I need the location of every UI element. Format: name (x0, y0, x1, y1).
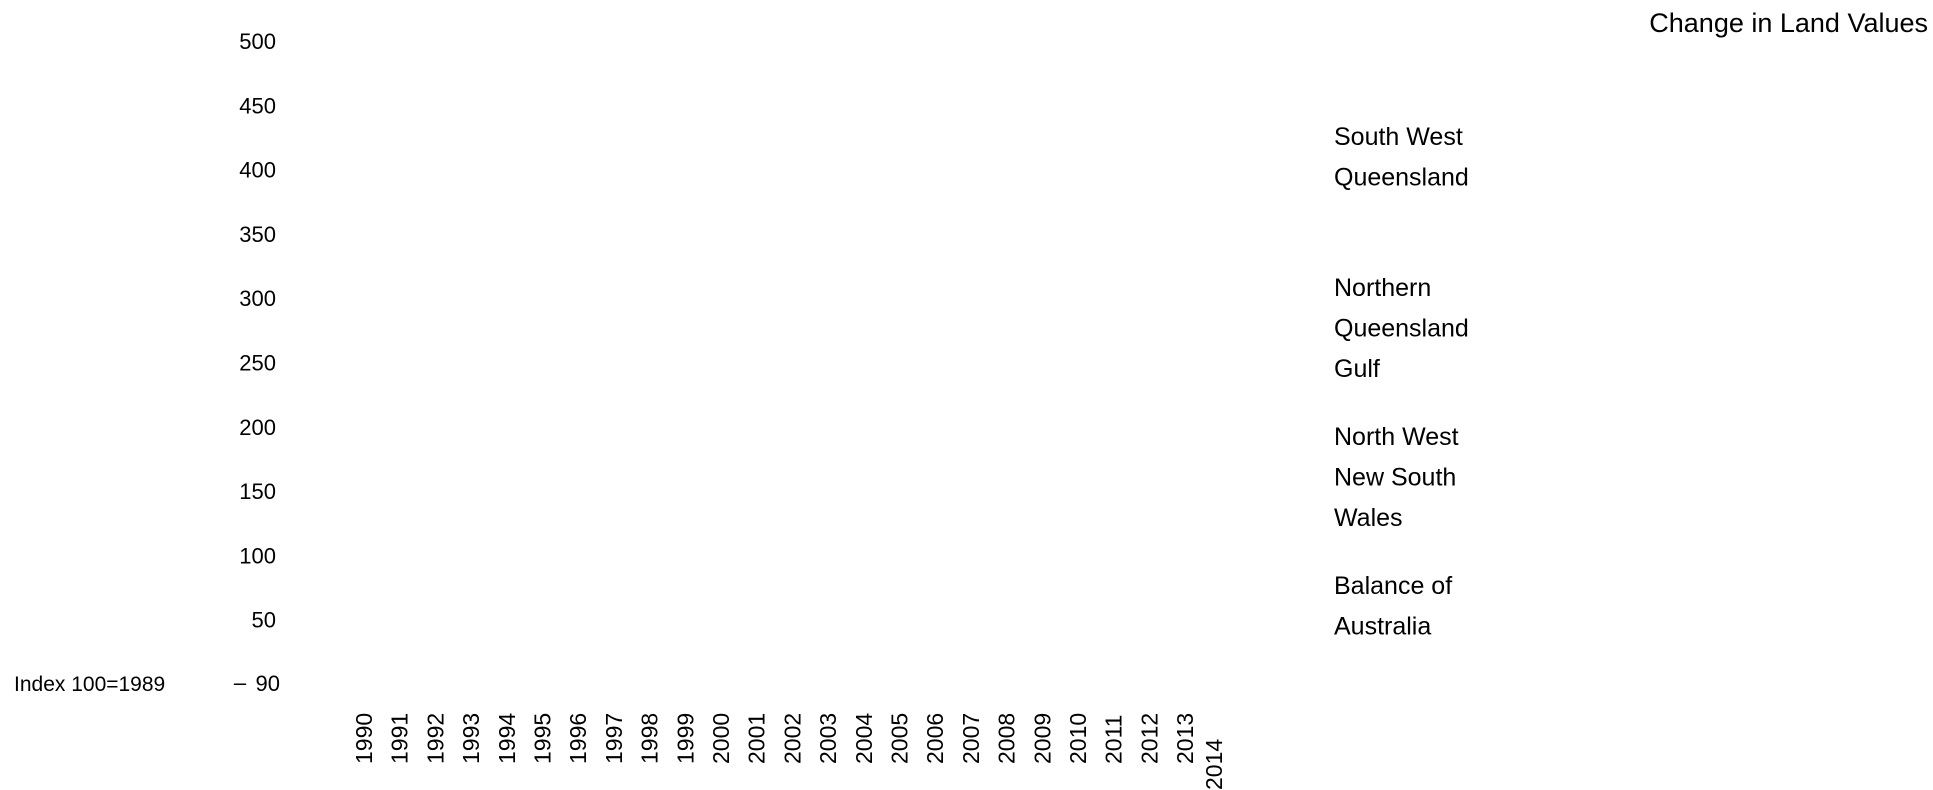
y-tick-label: 350 (239, 222, 276, 247)
y-tick-label: 250 (239, 351, 276, 376)
x-tick-label: 1993 (458, 713, 484, 764)
x-tick-label: 1990 (351, 713, 377, 764)
legend-entry-line: New South (1334, 464, 1456, 492)
y-tick-label: 450 (239, 93, 276, 118)
x-tick-label: 2000 (708, 713, 734, 764)
y-axis-ticks: 500 450 400 350 300 250 200 150 100 50 (239, 29, 276, 633)
y-tick-label-min: 90 (256, 671, 280, 696)
x-tick-label: 2014 (1201, 739, 1227, 790)
legend-entry-line: Australia (1334, 613, 1431, 641)
x-tick-label: 1991 (387, 713, 413, 764)
legend-entry-line: South West (1334, 123, 1463, 151)
legend-entry-line: Wales (1334, 504, 1403, 532)
legend-entry-line: Queensland (1334, 315, 1469, 343)
legend: South West Queensland Northern Queensland Gu… (1334, 123, 1469, 641)
x-axis-ticks: 1990 1991 1992 1993 1994 1995 1996 1997 1998 1999… (351, 713, 1227, 790)
y-axis-dash: – (234, 670, 247, 695)
x-tick-label: 2010 (1065, 713, 1091, 764)
x-tick-label: 2012 (1136, 713, 1162, 764)
y-tick-label: 300 (239, 286, 276, 311)
x-tick-label: 1997 (601, 713, 627, 764)
x-tick-label: 2013 (1172, 713, 1198, 764)
x-tick-label: 2004 (851, 713, 877, 764)
chart-title: Change in Land Values (1649, 8, 1928, 38)
y-tick-label: 400 (239, 158, 276, 183)
legend-entry-line: Balance of (1334, 572, 1452, 600)
x-tick-label: 1994 (494, 713, 520, 764)
x-tick-label: 1999 (672, 713, 698, 764)
legend-entry-line: Gulf (1334, 355, 1380, 383)
x-tick-label: 2007 (958, 713, 984, 764)
x-tick-label: 2003 (815, 713, 841, 764)
y-tick-label: 500 (239, 29, 276, 54)
x-tick-label: 2008 (994, 713, 1020, 764)
x-tick-label: 1996 (565, 713, 591, 764)
x-tick-label: 1998 (637, 713, 663, 764)
x-tick-label: 2009 (1029, 713, 1055, 764)
x-tick-label: 2002 (779, 713, 805, 764)
x-tick-label: 2001 (744, 713, 770, 764)
y-tick-label: 100 (239, 543, 276, 568)
x-tick-label: 1995 (530, 713, 556, 764)
y-axis-label: Index 100=1989 (14, 673, 165, 696)
legend-entry-line: Queensland (1334, 164, 1469, 192)
y-tick-label: 50 (252, 608, 276, 633)
x-tick-label: 2011 (1101, 715, 1127, 764)
x-tick-label: 1992 (422, 713, 448, 764)
x-tick-label: 2005 (887, 713, 913, 764)
legend-entry-line: Northern (1334, 274, 1431, 302)
y-tick-label: 150 (239, 479, 276, 504)
y-tick-label: 200 (239, 415, 276, 440)
x-tick-label: 2006 (922, 713, 948, 764)
legend-entry-line: North West (1334, 423, 1459, 451)
